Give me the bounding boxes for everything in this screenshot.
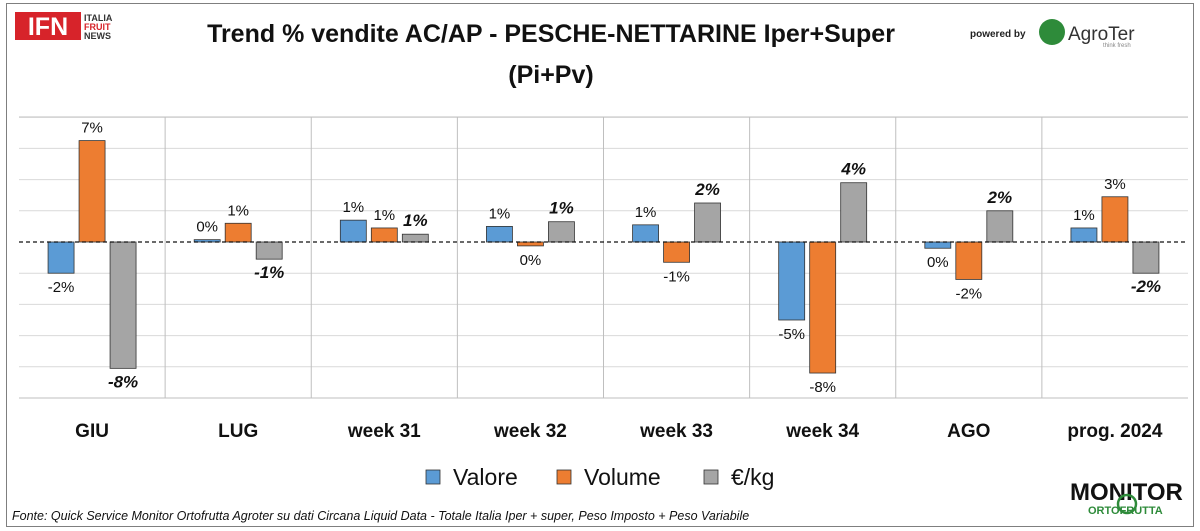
plot-area: -2% 0% 1% 1% 1% -5% 0% 1% 7% 1% 1% 0% -1% -8% -2% 3% -8%… bbox=[19, 116, 1188, 442]
ifn-logo-line2: FRUIT bbox=[84, 22, 111, 32]
data-label: -2% bbox=[955, 285, 982, 302]
bar-valore-4 bbox=[632, 224, 659, 243]
agroter-tagline: think fresh bbox=[1103, 43, 1131, 49]
category-label: week 32 bbox=[493, 421, 567, 442]
data-label: 2% bbox=[694, 180, 720, 199]
data-label: -2% bbox=[1131, 277, 1161, 296]
bar-valore-5 bbox=[778, 241, 806, 321]
data-label: 1% bbox=[342, 199, 364, 216]
category-label: week 33 bbox=[639, 421, 713, 442]
monitor-logo-line1: MONITOR bbox=[1070, 479, 1183, 506]
monitor-ortofrutta-logo: MONITOR ORTOFRUTTA bbox=[1070, 479, 1183, 517]
legend-swatch bbox=[556, 469, 572, 485]
data-label: 1% bbox=[1073, 207, 1095, 224]
bar-kg-0 bbox=[109, 241, 137, 369]
bar-valore-1 bbox=[193, 239, 221, 243]
data-label: 1% bbox=[489, 205, 511, 222]
category-label: LUG bbox=[218, 421, 258, 442]
data-label: 1% bbox=[635, 204, 657, 221]
bar-kg-1 bbox=[255, 241, 283, 260]
legend: Valore Volume €/kg bbox=[425, 464, 774, 490]
bar-valore-6 bbox=[924, 241, 952, 249]
data-label: 1% bbox=[549, 199, 574, 218]
data-label: -1% bbox=[663, 268, 690, 285]
data-label: -1% bbox=[254, 263, 284, 282]
bar-volume-5 bbox=[809, 241, 837, 374]
ifn-logo-line3: NEWS bbox=[84, 31, 111, 41]
ifn-logo-line1: ITALIA bbox=[84, 13, 113, 23]
legend-swatch bbox=[425, 469, 441, 485]
agroter-tree-icon bbox=[1039, 19, 1065, 45]
legend-label: Volume bbox=[584, 464, 661, 490]
bar-kg-2 bbox=[401, 233, 429, 243]
data-label: 7% bbox=[81, 120, 103, 137]
legend-label: Valore bbox=[453, 464, 518, 490]
ifn-logo-box bbox=[15, 12, 81, 40]
agroter-logo: powered by AgroTer think fresh bbox=[970, 19, 1135, 49]
bar-valore-7 bbox=[1070, 227, 1098, 243]
powered-by-text: powered by bbox=[970, 29, 1026, 40]
legend-label: €/kg bbox=[731, 464, 774, 490]
bar-kg-3 bbox=[548, 221, 575, 243]
data-label: -8% bbox=[809, 379, 836, 396]
data-label: 2% bbox=[987, 188, 1013, 207]
data-label: 0% bbox=[927, 254, 949, 271]
chart-title: Trend % vendite AC/AP - PESCHE-NETTARINE… bbox=[207, 20, 895, 48]
chart-frame bbox=[6, 3, 1194, 527]
data-label: -8% bbox=[108, 372, 138, 391]
ifn-logo: IFN ITALIA FRUIT NEWS bbox=[15, 12, 113, 41]
data-label: -2% bbox=[48, 279, 75, 296]
bar-valore-2 bbox=[339, 219, 367, 243]
category-label: GIU bbox=[75, 421, 109, 442]
data-label: 4% bbox=[840, 160, 866, 179]
bar-kg-4 bbox=[694, 202, 721, 243]
bar-volume-4 bbox=[663, 241, 690, 263]
bar-volume-7 bbox=[1101, 196, 1129, 243]
bar-valore-3 bbox=[486, 225, 513, 243]
bar-volume-2 bbox=[370, 227, 398, 243]
data-label: 0% bbox=[196, 219, 218, 236]
bar-volume-6 bbox=[955, 241, 983, 280]
data-label: 0% bbox=[520, 252, 542, 269]
bar-volume-1 bbox=[224, 222, 252, 243]
bar-kg-7 bbox=[1132, 241, 1160, 274]
category-label: week 34 bbox=[785, 421, 859, 442]
source-note: Fonte: Quick Service Monitor Ortofrutta … bbox=[12, 509, 749, 523]
category-label: prog. 2024 bbox=[1067, 421, 1162, 442]
data-label: 3% bbox=[1104, 176, 1126, 193]
bar-volume-0 bbox=[78, 140, 106, 243]
data-label: 1% bbox=[373, 207, 395, 224]
bar-valore-0 bbox=[47, 241, 75, 274]
category-label: AGO bbox=[947, 421, 990, 442]
category-label: week 31 bbox=[347, 421, 421, 442]
monitor-logo-line2: ORTOFRUTTA bbox=[1088, 505, 1163, 517]
ifn-logo-text: IFN bbox=[28, 13, 68, 41]
legend-swatch bbox=[703, 469, 719, 485]
data-label: 1% bbox=[403, 211, 428, 230]
monitor-magnifier-icon bbox=[1116, 493, 1138, 515]
bar-kg-6 bbox=[986, 210, 1014, 243]
agroter-name: AgroTer bbox=[1068, 24, 1135, 45]
bar-kg-5 bbox=[840, 182, 868, 243]
chart-subtitle: (Pi+Pv) bbox=[508, 61, 593, 89]
data-label: 1% bbox=[227, 202, 249, 219]
data-label: -5% bbox=[778, 326, 805, 343]
